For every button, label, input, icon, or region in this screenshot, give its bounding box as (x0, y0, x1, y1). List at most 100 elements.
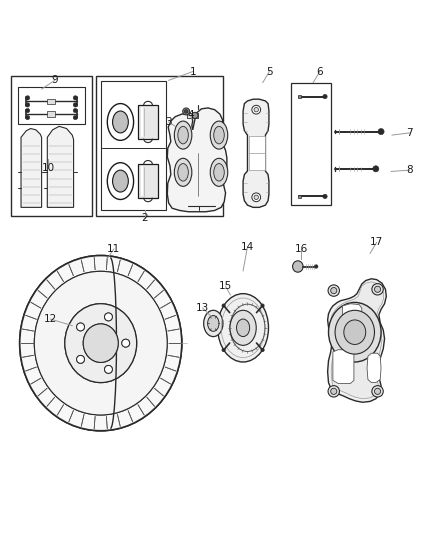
Ellipse shape (218, 294, 268, 362)
Ellipse shape (178, 164, 188, 181)
Polygon shape (367, 353, 381, 383)
Circle shape (105, 313, 113, 321)
Bar (11, 76, 92, 216)
Text: 2: 2 (141, 213, 148, 223)
Ellipse shape (83, 324, 118, 362)
Circle shape (374, 286, 381, 292)
Circle shape (372, 386, 383, 397)
Polygon shape (328, 279, 386, 402)
Polygon shape (21, 128, 42, 207)
Circle shape (77, 356, 85, 364)
Ellipse shape (83, 324, 118, 362)
Circle shape (73, 115, 78, 120)
Bar (291, 83, 331, 205)
Circle shape (77, 356, 85, 364)
Bar (138, 106, 158, 139)
Ellipse shape (20, 255, 182, 431)
Circle shape (25, 103, 30, 107)
Circle shape (222, 348, 226, 352)
Ellipse shape (107, 103, 134, 140)
Text: 5: 5 (266, 67, 273, 77)
Bar (47, 99, 55, 104)
Text: 14: 14 (241, 242, 254, 252)
Circle shape (252, 106, 261, 114)
Ellipse shape (230, 310, 256, 345)
Circle shape (73, 108, 78, 113)
Circle shape (374, 388, 381, 394)
Ellipse shape (34, 271, 167, 415)
Ellipse shape (113, 170, 128, 192)
Circle shape (314, 265, 318, 268)
Circle shape (323, 94, 327, 99)
Text: 10: 10 (42, 163, 55, 173)
Polygon shape (249, 136, 265, 170)
Ellipse shape (344, 320, 366, 344)
Polygon shape (47, 126, 74, 207)
Circle shape (252, 193, 261, 201)
Circle shape (73, 96, 78, 100)
Circle shape (261, 348, 264, 352)
Text: 13: 13 (196, 303, 209, 313)
Polygon shape (243, 99, 269, 207)
Ellipse shape (174, 121, 192, 149)
Circle shape (25, 115, 30, 120)
Bar (298, 95, 301, 98)
Ellipse shape (335, 310, 374, 354)
Polygon shape (331, 282, 384, 399)
Text: 7: 7 (406, 128, 413, 138)
Circle shape (25, 96, 30, 100)
Text: 9: 9 (51, 75, 58, 85)
Text: 11: 11 (107, 244, 120, 254)
Text: 8: 8 (406, 165, 413, 175)
Ellipse shape (178, 126, 188, 144)
Bar (47, 111, 55, 117)
Polygon shape (333, 350, 354, 383)
Circle shape (77, 323, 85, 331)
Bar (298, 195, 301, 198)
Circle shape (328, 386, 339, 397)
Ellipse shape (174, 158, 192, 187)
Ellipse shape (208, 316, 219, 332)
Circle shape (254, 108, 258, 112)
Circle shape (184, 110, 188, 113)
Bar (18, 87, 85, 124)
Ellipse shape (34, 271, 167, 415)
Polygon shape (20, 255, 110, 431)
Ellipse shape (237, 319, 250, 336)
Polygon shape (167, 108, 227, 212)
Ellipse shape (204, 310, 223, 336)
Circle shape (331, 388, 337, 394)
Circle shape (122, 339, 130, 347)
Circle shape (192, 112, 198, 118)
Circle shape (183, 108, 190, 115)
Text: 16: 16 (295, 244, 308, 254)
Circle shape (261, 304, 264, 308)
Ellipse shape (20, 255, 182, 431)
Ellipse shape (65, 304, 137, 383)
Ellipse shape (65, 304, 137, 383)
Circle shape (254, 195, 258, 199)
Circle shape (105, 313, 113, 321)
Ellipse shape (113, 111, 128, 133)
Ellipse shape (107, 163, 134, 199)
Ellipse shape (210, 121, 228, 149)
Circle shape (105, 366, 113, 373)
Text: 17: 17 (370, 237, 383, 247)
Text: 6: 6 (316, 67, 323, 77)
Circle shape (25, 108, 30, 113)
Polygon shape (343, 304, 362, 331)
Circle shape (77, 323, 85, 331)
Circle shape (372, 284, 383, 295)
Circle shape (373, 166, 379, 172)
Circle shape (73, 103, 78, 107)
Text: 12: 12 (44, 314, 57, 324)
Text: 3: 3 (165, 117, 172, 127)
Ellipse shape (210, 158, 228, 187)
Circle shape (331, 287, 337, 294)
Ellipse shape (293, 261, 303, 272)
Text: 4: 4 (187, 110, 194, 120)
Circle shape (328, 285, 339, 296)
Ellipse shape (328, 302, 381, 362)
Bar (187, 113, 198, 118)
Bar (96, 76, 223, 216)
